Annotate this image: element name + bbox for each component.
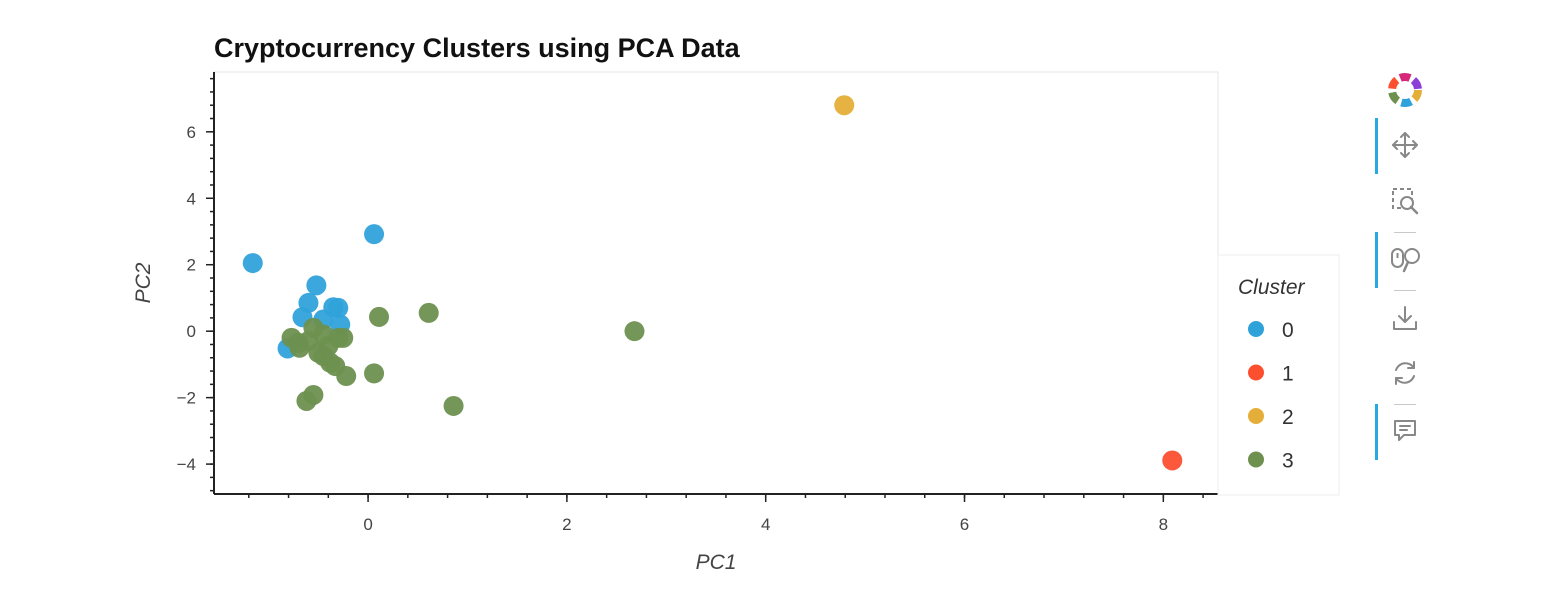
legend-label-3[interactable]: 3: [1282, 450, 1294, 473]
download-icon: [1393, 306, 1417, 330]
legend: Cluster 0 1 2 3: [1217, 254, 1340, 496]
active-indicator: [1375, 232, 1378, 288]
reset-tool[interactable]: [1370, 346, 1440, 402]
legend-marker-1[interactable]: [1248, 364, 1264, 381]
legend-label-1[interactable]: 1: [1282, 363, 1294, 386]
pan-tool[interactable]: [1370, 118, 1440, 174]
data-point-cluster-0[interactable]: [364, 224, 385, 245]
hover-icon: [1394, 420, 1416, 441]
y-tick-label: 6: [187, 123, 196, 142]
reset-icon: [1395, 361, 1415, 385]
legend-label-0[interactable]: 0: [1282, 319, 1294, 342]
legend-title: Cluster: [1238, 276, 1306, 299]
y-axis-label: PC2: [132, 262, 155, 303]
plot-frame: [213, 71, 1219, 495]
data-point-cluster-3[interactable]: [418, 302, 439, 323]
y-tick-label: −2: [177, 389, 196, 408]
data-point-cluster-3[interactable]: [288, 332, 309, 353]
box-zoom-icon: [1392, 188, 1419, 215]
axes: 0 2 4 6 8 −4 −2 0 2 4 6: [177, 72, 1218, 534]
data-point-cluster-3[interactable]: [333, 327, 354, 348]
wheel-zoom-tool[interactable]: [1370, 232, 1440, 288]
data-point-cluster-3[interactable]: [624, 321, 645, 342]
data-point-cluster-3[interactable]: [369, 306, 390, 327]
legend-marker-2[interactable]: [1248, 408, 1264, 424]
chart-title: Cryptocurrency Clusters using PCA Data: [214, 33, 741, 63]
x-tick-label: 6: [960, 515, 969, 534]
chart-toolbar: [1370, 68, 1440, 468]
y-tick-label: −4: [177, 455, 196, 474]
legend-box: [1217, 254, 1340, 496]
legend-marker-0[interactable]: [1248, 321, 1264, 337]
move-icon: [1392, 132, 1418, 158]
data-points: [242, 95, 1183, 471]
x-axis-label: PC1: [696, 551, 737, 574]
data-point-cluster-3[interactable]: [296, 390, 317, 411]
data-point-cluster-0[interactable]: [306, 275, 327, 296]
data-point-cluster-3[interactable]: [336, 366, 357, 387]
hover-tool[interactable]: [1370, 404, 1440, 460]
x-tick-label: 8: [1159, 515, 1168, 534]
x-tick-label: 4: [761, 515, 770, 534]
toolbar-separator: [1394, 232, 1416, 233]
active-indicator: [1375, 404, 1378, 460]
data-point-cluster-2[interactable]: [834, 95, 855, 116]
y-tick-label: 0: [187, 322, 196, 341]
data-point-cluster-1[interactable]: [1162, 450, 1183, 471]
box-zoom-tool[interactable]: [1370, 174, 1440, 230]
x-tick-label: 2: [562, 515, 571, 534]
data-point-cluster-0[interactable]: [328, 297, 349, 318]
save-tool[interactable]: [1370, 292, 1440, 348]
y-tick-label: 4: [187, 189, 196, 208]
data-point-cluster-0[interactable]: [242, 253, 263, 274]
legend-marker-3[interactable]: [1248, 451, 1264, 468]
toolbar-separator: [1394, 404, 1416, 405]
wheel-zoom-icon: [1391, 248, 1420, 273]
toolbar-separator: [1394, 290, 1416, 291]
y-tick-label: 2: [187, 256, 196, 275]
data-point-cluster-3[interactable]: [443, 395, 464, 416]
x-tick-label: 0: [363, 515, 372, 534]
data-point-cluster-3[interactable]: [364, 363, 385, 384]
legend-label-2[interactable]: 2: [1282, 406, 1294, 429]
bokeh-logo-icon[interactable]: [1370, 68, 1440, 112]
active-indicator: [1375, 118, 1378, 174]
